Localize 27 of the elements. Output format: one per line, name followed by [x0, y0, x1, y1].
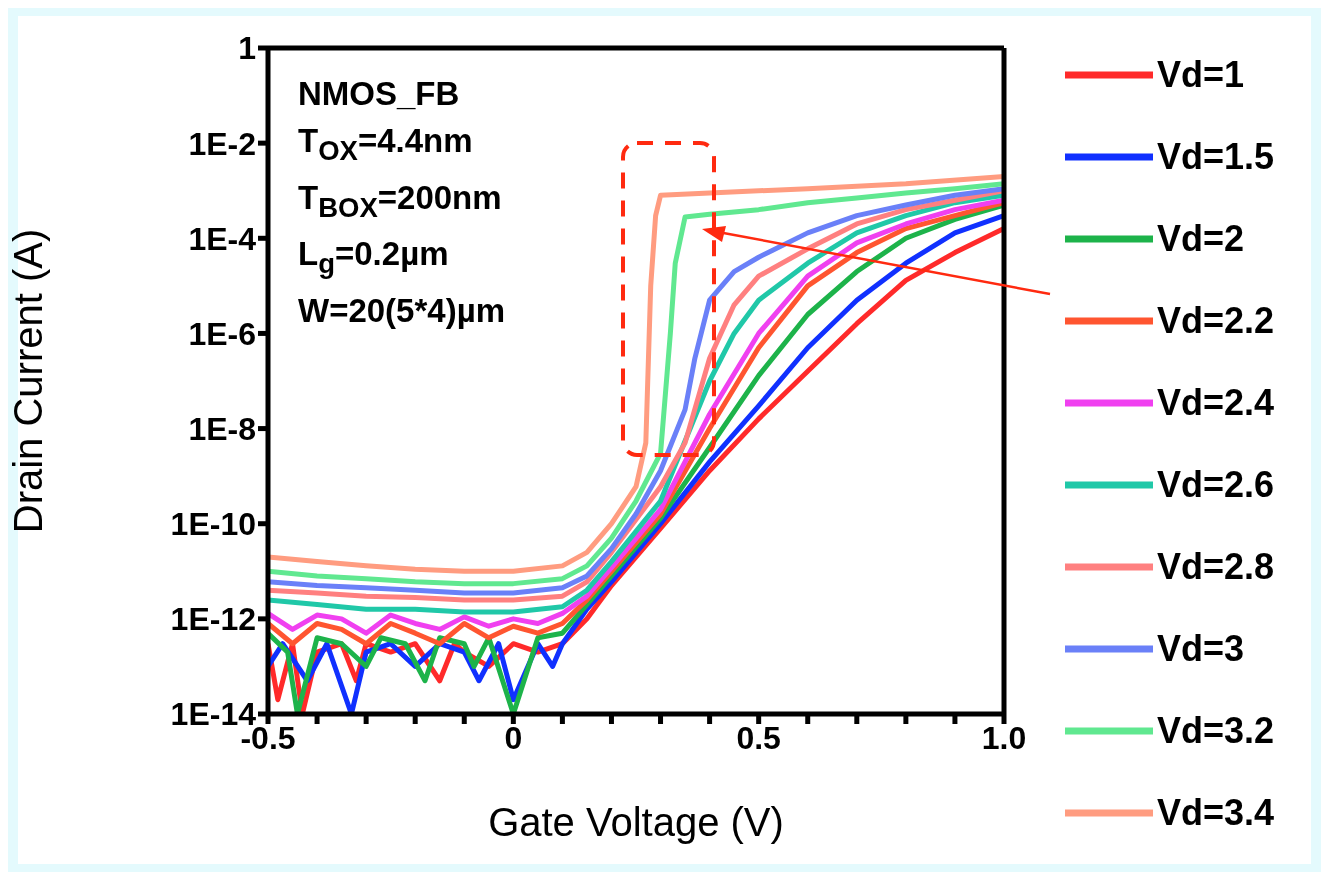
- legend-label: Vd=3.2: [1157, 710, 1275, 752]
- y-tick-label: 1: [238, 30, 256, 67]
- x-tick-label: 0: [504, 719, 523, 756]
- annotation: T$_{OX}$=4.4nm: [298, 121, 474, 168]
- annotation: W=20(5*4)µm: [298, 290, 506, 331]
- y-tick-label: 1E-12: [170, 601, 256, 638]
- annotation: NMOS_FB: [298, 74, 461, 114]
- x-axis-title: Gate Voltage (V): [488, 800, 784, 844]
- y-tick-label: 1E-6: [188, 315, 256, 352]
- annotation: L$_{g}$=0.2µm: [298, 234, 450, 281]
- x-tick-label: 1.0: [981, 719, 1027, 756]
- legend-label: Vd=3.4: [1157, 792, 1275, 834]
- legend-label: Vd=3: [1157, 628, 1245, 670]
- y-axis-title: Drain Current (A): [6, 228, 51, 534]
- legend-label: Vd=1: [1157, 54, 1245, 96]
- x-tick-label: 0.5: [736, 719, 781, 756]
- legend-label: Vd=1.5: [1157, 136, 1275, 178]
- legend-label: Vd=2.4: [1157, 382, 1275, 424]
- legend-label: Vd=2.6: [1157, 464, 1275, 506]
- annotation: T$_{BOX}$=200nm: [298, 177, 503, 225]
- y-tick-label: 1E-2: [188, 125, 256, 162]
- legend-label: Vd=2.8: [1157, 546, 1275, 588]
- legend-label: Vd=2: [1157, 218, 1245, 260]
- y-tick-label: 1E-10: [170, 506, 256, 543]
- legend-label: Vd=2.2: [1157, 300, 1275, 342]
- y-tick-label: 1E-4: [188, 220, 257, 257]
- y-tick-label: 1E-8: [188, 410, 256, 447]
